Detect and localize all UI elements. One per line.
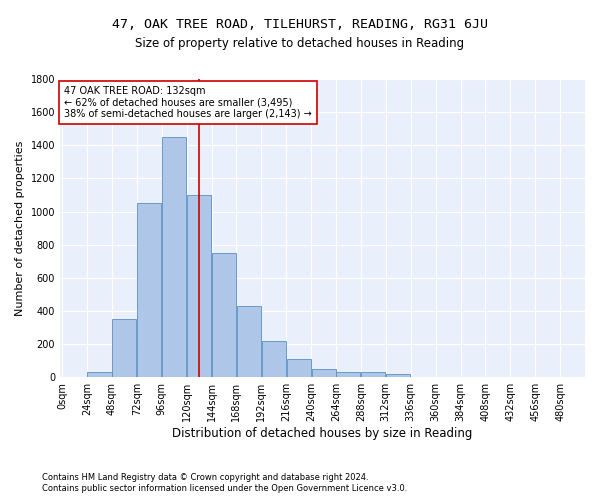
- Bar: [162, 137, 186, 378]
- Text: Size of property relative to detached houses in Reading: Size of property relative to detached ho…: [136, 38, 464, 51]
- Text: 47, OAK TREE ROAD, TILEHURST, READING, RG31 6JU: 47, OAK TREE ROAD, TILEHURST, READING, R…: [112, 18, 488, 30]
- Bar: [311, 369, 335, 378]
- Bar: [112, 320, 136, 378]
- Bar: [436, 376, 460, 378]
- Y-axis label: Number of detached properties: Number of detached properties: [15, 140, 25, 316]
- Bar: [237, 306, 261, 378]
- Text: Contains HM Land Registry data © Crown copyright and database right 2024.: Contains HM Land Registry data © Crown c…: [42, 472, 368, 482]
- Bar: [386, 374, 410, 378]
- Bar: [361, 372, 385, 378]
- Bar: [287, 359, 311, 378]
- Text: 47 OAK TREE ROAD: 132sqm
← 62% of detached houses are smaller (3,495)
38% of sem: 47 OAK TREE ROAD: 132sqm ← 62% of detach…: [64, 86, 312, 119]
- X-axis label: Distribution of detached houses by size in Reading: Distribution of detached houses by size …: [172, 427, 473, 440]
- Bar: [187, 195, 211, 378]
- Bar: [461, 376, 485, 378]
- Bar: [212, 253, 236, 378]
- Bar: [337, 372, 361, 378]
- Text: Contains public sector information licensed under the Open Government Licence v3: Contains public sector information licen…: [42, 484, 407, 493]
- Bar: [62, 376, 86, 378]
- Bar: [88, 372, 112, 378]
- Bar: [262, 341, 286, 378]
- Bar: [137, 204, 161, 378]
- Bar: [411, 376, 435, 378]
